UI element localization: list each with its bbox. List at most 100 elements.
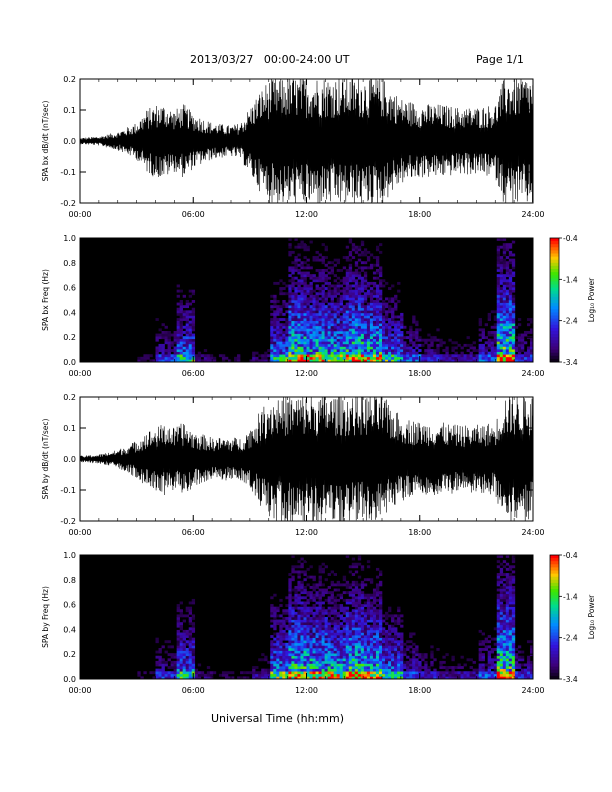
heatmap-cell [466, 356, 470, 360]
colorbar-swatch [550, 573, 559, 578]
heatmap-cell [526, 640, 531, 644]
heatmap-cell [188, 336, 193, 340]
heatmap-cell [360, 666, 365, 669]
heatmap-cell [327, 614, 331, 618]
heatmap-cell [288, 622, 292, 626]
heatmap-cell [327, 305, 331, 309]
heatmap-cell [179, 341, 183, 345]
heatmap-cell [312, 338, 316, 342]
heatmap-cell [351, 598, 356, 602]
heatmap-cell [306, 676, 310, 680]
heatmap-cell [282, 666, 286, 669]
heatmap-cell [499, 310, 504, 314]
heatmap-cell [354, 596, 359, 600]
heatmap-cell [348, 279, 353, 283]
heatmap-cell [375, 645, 380, 649]
heatmap-cell [330, 323, 334, 327]
heatmap-cell [312, 320, 316, 324]
heatmap-cell [354, 598, 359, 602]
heatmap-cell [378, 323, 383, 327]
heatmap-cell [336, 300, 341, 303]
heatmap-cell [309, 586, 313, 589]
heatmap-cell [445, 668, 449, 672]
heatmap-cell [330, 341, 334, 345]
heatmap-cell [339, 269, 344, 272]
heatmap-cell [185, 635, 190, 638]
heatmap-cell [499, 307, 504, 311]
heatmap-cell [294, 591, 298, 595]
heatmap-cell [297, 245, 301, 249]
heatmap-cell [309, 305, 313, 309]
heatmap-cell [336, 305, 341, 309]
heatmap-cell [369, 341, 374, 345]
heatmap-cell [412, 666, 416, 669]
heatmap-cell [372, 289, 377, 293]
heatmap-cell [372, 356, 377, 360]
heatmap-cell [508, 312, 513, 316]
colorbar-swatch [550, 238, 559, 242]
heatmap-cell [363, 284, 368, 288]
x-axis-title: Universal Time (hh:mm) [211, 712, 344, 725]
heatmap-cell [484, 341, 488, 345]
heatmap-cell [348, 619, 353, 623]
heatmap-cell [496, 266, 501, 270]
heatmap-cell [502, 645, 507, 649]
heatmap-cell [303, 671, 307, 675]
heatmap-cell [382, 658, 386, 662]
heatmap-cell [409, 346, 413, 350]
heatmap-cell [336, 663, 341, 667]
heatmap-cell [508, 323, 513, 327]
colorbar-tick-label: -0.4 [563, 234, 578, 243]
heatmap-cell [315, 354, 319, 358]
heatmap-cell [375, 333, 380, 337]
heatmap-cell [508, 333, 513, 337]
heatmap-cell [496, 297, 501, 301]
heatmap-cell [372, 305, 377, 309]
heatmap-cell [397, 676, 401, 680]
heatmap-cell [505, 323, 510, 327]
heatmap-cell [185, 640, 190, 644]
heatmap-cell [279, 624, 283, 628]
heatmap-cell [439, 356, 443, 360]
heatmap-cell [502, 351, 507, 355]
heatmap-cell [424, 341, 428, 345]
heatmap-cell [490, 331, 495, 334]
heatmap-cell [505, 318, 510, 321]
heatmap-cell [385, 658, 389, 662]
heatmap-cell [397, 333, 401, 337]
heatmap-cell [397, 653, 401, 657]
heatmap-cell [191, 318, 196, 321]
heatmap-cell [496, 666, 501, 669]
heatmap-cell [496, 305, 501, 309]
heatmap-cell [318, 640, 322, 644]
heatmap-cell [345, 676, 350, 680]
heatmap-cell [502, 253, 507, 257]
heatmap-cell [185, 310, 190, 314]
heatmap-cell [523, 663, 528, 667]
heatmap-cell [330, 650, 334, 654]
heatmap-cell [333, 596, 337, 600]
heatmap-cell [342, 578, 347, 582]
heatmap-cell [291, 601, 295, 605]
heatmap-cell [324, 248, 328, 252]
heatmap-cell [321, 627, 325, 631]
heatmap-cell [487, 635, 492, 638]
heatmap-cell [261, 658, 265, 662]
heatmap-cell [297, 310, 301, 314]
heatmap-cell [285, 668, 289, 672]
heatmap-cell [318, 606, 322, 610]
heatmap-cell [366, 565, 371, 569]
heatmap-cell [294, 637, 298, 641]
heatmap-cell [345, 323, 350, 327]
heatmap-cell [303, 297, 307, 301]
heatmap-cell [375, 287, 380, 290]
heatmap-cell [354, 287, 359, 290]
heatmap-cell [300, 624, 304, 628]
heatmap-cell [270, 346, 274, 350]
heatmap-cell [385, 305, 389, 309]
heatmap-cell [454, 666, 458, 669]
heatmap-cell [514, 336, 519, 340]
heatmap-cell [391, 312, 395, 316]
heatmap-cell [297, 302, 301, 306]
heatmap-cell [324, 287, 328, 290]
